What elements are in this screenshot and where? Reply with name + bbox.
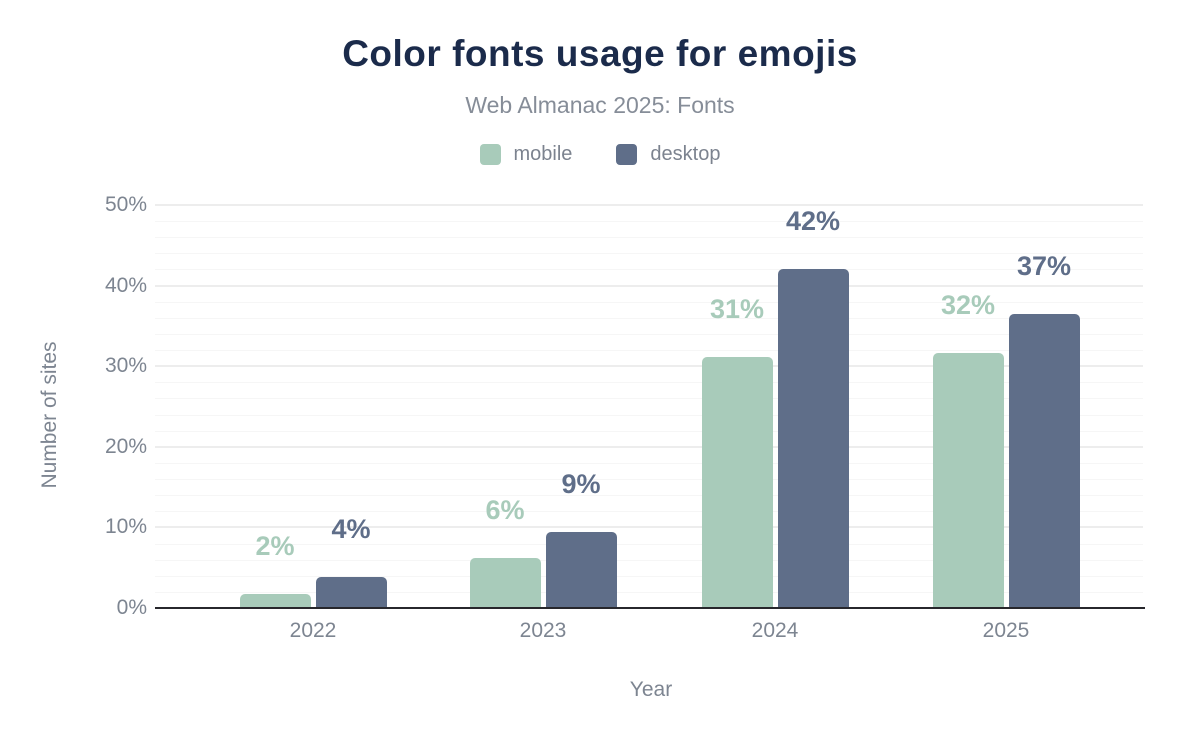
bar-label-desktop-2023: 9%: [561, 469, 601, 500]
grid-line-minor: [155, 479, 1143, 481]
grid-line-minor: [155, 253, 1143, 255]
x-axis-tick-label: 2022: [289, 619, 337, 642]
chart-subtitle: Web Almanac 2025: Fonts: [465, 92, 735, 118]
x-axis-tick-label: 2024: [751, 619, 799, 642]
bar-desktop-2022[interactable]: [315, 577, 387, 608]
y-axis-tick-label: 40%: [104, 273, 147, 297]
grid-line-minor: [155, 511, 1143, 513]
grid-line-minor: [155, 382, 1143, 384]
legend-swatch-desktop-icon: [616, 144, 638, 165]
grid-line-minor: [155, 398, 1143, 400]
y-axis-title: Number of sites: [38, 341, 61, 489]
legend-label-desktop: desktop: [650, 143, 721, 165]
grid-line-minor: [155, 495, 1143, 497]
bar-label-desktop-2024: 42%: [785, 205, 841, 236]
grid-line-major: [155, 526, 1143, 529]
grid-line-minor: [155, 237, 1143, 239]
grid-line-minor: [155, 269, 1143, 271]
bar-label-mobile-2023: 6%: [485, 495, 525, 526]
x-axis-tick-label: 2023: [519, 619, 567, 642]
x-axis-baseline: [155, 607, 1145, 609]
legend-item-mobile[interactable]: mobile: [479, 143, 573, 166]
x-axis-tick-label: 2025: [982, 619, 1030, 642]
grid-line-minor: [155, 221, 1143, 223]
grid-line-minor: [155, 543, 1143, 545]
bar-mobile-2022[interactable]: [239, 594, 311, 608]
bar-label-mobile-2025: 32%: [940, 290, 996, 321]
grid-line-minor: [155, 301, 1143, 303]
grid-line-minor: [155, 333, 1143, 335]
y-axis-tick-label: 10%: [104, 515, 147, 539]
bar-desktop-2024[interactable]: [777, 268, 849, 608]
grid-line-major: [155, 445, 1143, 448]
bar-mobile-2024[interactable]: [701, 356, 773, 608]
chart-title: Color fonts usage for emojis: [342, 33, 858, 74]
grid-line-major: [155, 284, 1143, 287]
grid-line-minor: [155, 317, 1143, 319]
legend-item-desktop[interactable]: desktop: [616, 143, 720, 166]
bar-desktop-2023[interactable]: [545, 532, 617, 608]
bar-mobile-2025[interactable]: [932, 353, 1004, 608]
x-axis-title: Year: [629, 678, 673, 701]
y-axis-tick-label: 50%: [104, 193, 147, 216]
grid-line-minor: [155, 462, 1143, 464]
grid-line-major: [155, 365, 1143, 368]
y-axis-tick-label: 20%: [104, 434, 147, 458]
bar-desktop-2025[interactable]: [1008, 313, 1080, 608]
y-axis-tick-label: 0%: [116, 596, 147, 619]
bar-mobile-2023[interactable]: [469, 558, 541, 608]
y-axis-tick-label: 30%: [104, 354, 147, 378]
grid-line-minor: [155, 591, 1143, 593]
grid-line-minor: [155, 575, 1143, 577]
bar-label-mobile-2024: 31%: [709, 293, 765, 324]
grid-line-minor: [155, 430, 1143, 432]
grid-line-minor: [155, 350, 1143, 352]
grid-line-minor: [155, 559, 1143, 561]
bar-label-desktop-2025: 37%: [1016, 250, 1072, 281]
legend-label-mobile: mobile: [513, 143, 573, 165]
legend: mobile desktop: [0, 143, 1200, 166]
bar-label-desktop-2022: 4%: [331, 514, 371, 545]
legend-swatch-mobile-icon: [479, 144, 501, 165]
grid-line-minor: [155, 414, 1143, 416]
bar-label-mobile-2022: 2%: [255, 531, 295, 562]
grid-line-major: [155, 204, 1143, 206]
